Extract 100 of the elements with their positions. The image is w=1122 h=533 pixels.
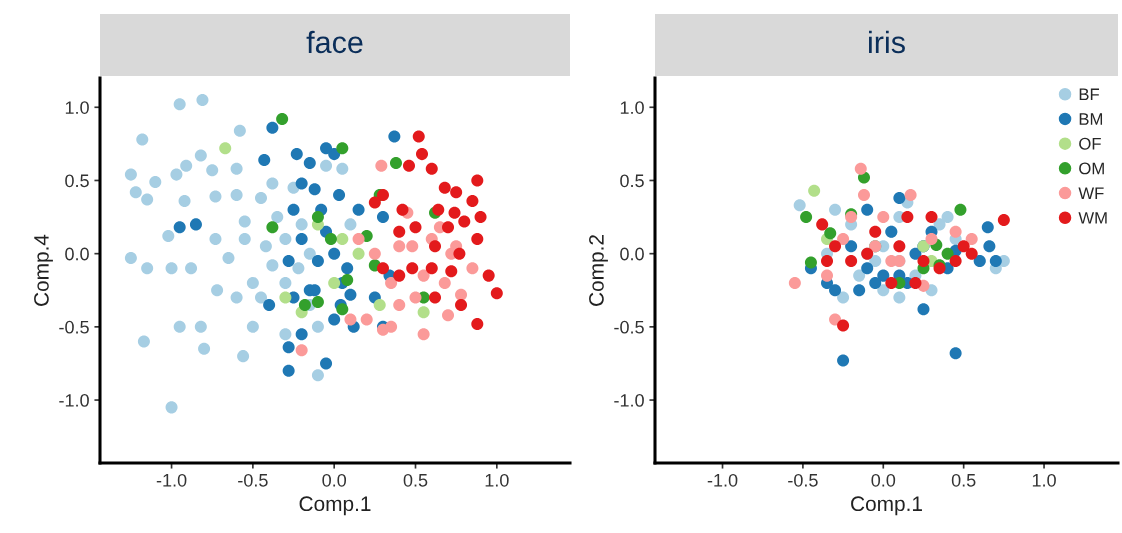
point [165, 262, 178, 275]
point [442, 221, 455, 234]
legend-label: OM [1079, 162, 1104, 175]
point [800, 211, 813, 224]
point [385, 276, 398, 289]
point [149, 175, 162, 188]
x-tick-label: 0.5 [403, 473, 428, 487]
point [129, 186, 142, 199]
x-tick-label: 1.0 [1032, 473, 1056, 487]
point [311, 369, 324, 382]
point [965, 247, 978, 260]
x-tick-label: -0.5 [238, 473, 268, 487]
point [396, 203, 409, 216]
point [453, 247, 466, 260]
point [425, 162, 438, 175]
point [877, 211, 890, 224]
point [373, 298, 386, 311]
x-tick-label: 0.5 [951, 473, 976, 487]
point [885, 276, 898, 289]
x-axis-title: Comp.1 [299, 496, 371, 516]
point [804, 256, 817, 269]
point [336, 162, 349, 175]
point [295, 233, 308, 246]
point [402, 159, 416, 172]
point [954, 203, 967, 216]
point [455, 288, 468, 301]
point [303, 156, 316, 169]
point [320, 142, 333, 155]
point [311, 254, 324, 267]
point [180, 159, 193, 172]
point [406, 240, 419, 253]
legend-label: WM [1078, 212, 1107, 224]
point [869, 276, 882, 289]
point [941, 211, 954, 224]
point [311, 295, 324, 308]
y-tick-label: 0.0 [65, 247, 89, 261]
point [254, 192, 268, 205]
point [490, 287, 503, 300]
point [904, 189, 917, 202]
point [324, 233, 337, 246]
point [308, 183, 321, 196]
point [295, 177, 308, 190]
point [415, 148, 429, 161]
point [230, 162, 243, 175]
point [821, 269, 834, 282]
y-tick-label: -0.5 [59, 320, 89, 334]
point [438, 276, 451, 289]
point [263, 298, 276, 311]
point [375, 159, 388, 172]
point [917, 303, 930, 316]
point [909, 247, 922, 260]
point [829, 240, 842, 253]
x-tick-label: -1.0 [707, 473, 738, 487]
point [124, 252, 137, 265]
point [417, 306, 430, 319]
point [829, 203, 842, 216]
point [458, 215, 471, 228]
point [442, 309, 455, 322]
point [173, 98, 186, 111]
point [376, 262, 389, 275]
point [222, 252, 235, 265]
point [320, 357, 333, 370]
point [941, 247, 954, 260]
point [466, 262, 479, 275]
point [266, 259, 279, 272]
y-tick-label: 0.5 [65, 174, 89, 188]
point [893, 240, 906, 253]
point [136, 133, 149, 146]
point [455, 298, 468, 311]
point [344, 218, 357, 231]
point [352, 233, 365, 246]
point [189, 218, 202, 231]
point [448, 206, 461, 219]
point [406, 262, 419, 275]
point [344, 313, 357, 326]
point [949, 254, 962, 267]
x-tick-label: -0.5 [788, 473, 818, 487]
point [170, 168, 183, 181]
point [276, 112, 289, 125]
point [311, 320, 324, 333]
point [482, 269, 495, 282]
point [279, 328, 292, 341]
legend-label: BF [1079, 88, 1100, 101]
point [333, 189, 346, 202]
point [417, 328, 430, 341]
point [336, 233, 349, 246]
point [141, 193, 154, 206]
point [178, 194, 191, 207]
point [893, 291, 906, 304]
point [417, 269, 430, 282]
point [471, 174, 484, 187]
point [438, 181, 451, 194]
legend-label: BM [1079, 113, 1103, 125]
y-tick-label: 0.0 [620, 247, 644, 261]
point [246, 276, 259, 289]
point [352, 203, 365, 216]
point [290, 148, 303, 161]
point [295, 218, 308, 231]
x-tick-label: 0.0 [871, 473, 896, 487]
point [429, 240, 442, 253]
